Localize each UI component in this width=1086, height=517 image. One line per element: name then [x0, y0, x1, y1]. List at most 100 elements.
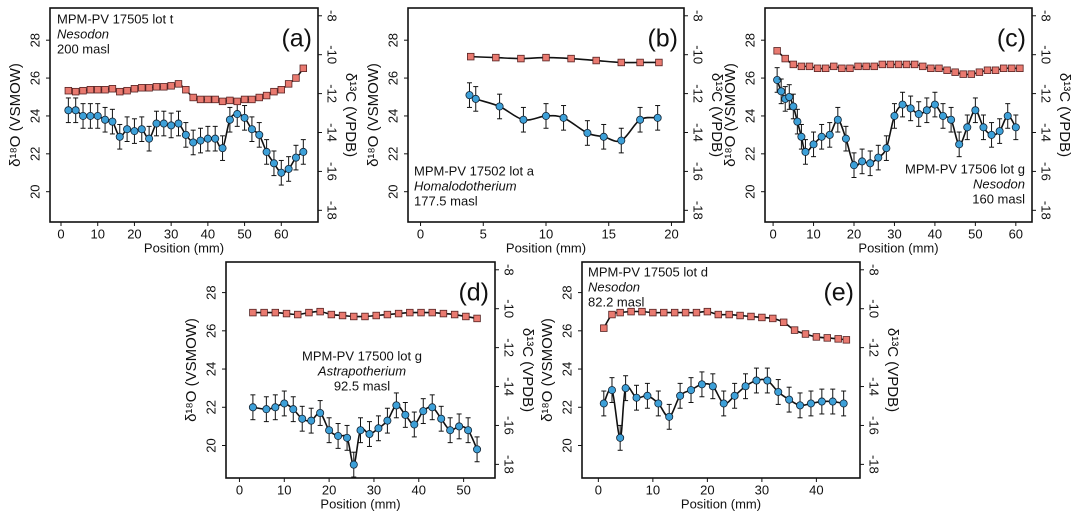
x-axis-title: Position (mm) — [506, 240, 586, 255]
data-point — [793, 117, 802, 126]
data-point — [269, 159, 278, 168]
annotation: Homalodotherium — [414, 178, 517, 193]
data-point — [789, 60, 798, 69]
y2-tick-label: -14 — [325, 123, 340, 142]
data-point — [260, 308, 268, 317]
data-point — [583, 128, 592, 137]
data-point — [927, 64, 935, 73]
y-tick-label: 26 — [742, 71, 757, 85]
y-tick-label: 24 — [203, 362, 218, 376]
y2-tick-label: -10 — [502, 299, 517, 318]
y2-tick-label: -8 — [502, 264, 517, 276]
data-point — [428, 403, 437, 412]
data-point — [116, 87, 124, 96]
data-point — [417, 308, 425, 317]
y-tick-label: 22 — [203, 400, 218, 414]
data-point — [621, 384, 630, 393]
y-tick-label: 22 — [742, 147, 757, 161]
data-point — [975, 68, 984, 76]
data-point — [995, 127, 1004, 136]
data-point — [636, 115, 645, 124]
data-point — [79, 111, 88, 120]
data-point — [280, 399, 289, 408]
data-point — [145, 84, 153, 92]
annotation: Astrapotherium — [317, 363, 406, 378]
data-point — [959, 70, 967, 78]
x-tick-label: 10 — [539, 226, 553, 241]
data-point — [383, 416, 392, 425]
data-point — [1008, 64, 1016, 73]
data-point — [115, 132, 124, 141]
data-point — [790, 326, 799, 334]
data-point — [817, 132, 826, 141]
annotation: 160 masl — [972, 191, 1025, 206]
data-point — [752, 376, 761, 385]
y2-tick-label: -10 — [1039, 45, 1054, 64]
y-tick-label: 22 — [385, 147, 400, 161]
data-point — [719, 399, 728, 408]
x-tick-label: 20 — [127, 226, 141, 241]
data-point — [779, 318, 788, 327]
y-axis-title: δ¹⁸O (VSMOW) — [7, 63, 24, 167]
data-point — [638, 307, 646, 316]
y2-tick-label: -12 — [867, 338, 882, 357]
data-point — [616, 433, 625, 442]
x-tick-label: 30 — [755, 482, 769, 497]
x-tick-label: 40 — [412, 482, 426, 497]
data-point — [902, 60, 911, 69]
data-point — [101, 115, 110, 124]
data-point — [971, 106, 980, 115]
data-point — [181, 130, 190, 139]
data-point — [789, 102, 798, 111]
panel: 0 10 20 30 40 50 60 20 22 24 26 28 -18 -16 -14 -12 -10 -8… — [7, 7, 359, 255]
annotation: 92.5 masl — [334, 378, 390, 393]
data-point — [951, 68, 959, 76]
y-axis-title: δ¹⁸O (VSMOW) — [722, 63, 739, 167]
data-point — [935, 64, 943, 73]
data-point — [714, 310, 722, 319]
y-tick-label: 22 — [27, 147, 42, 161]
data-point — [785, 395, 794, 404]
x-tick-label: 20 — [700, 482, 714, 497]
data-point — [130, 127, 139, 136]
x-tick-label: 10 — [806, 226, 820, 241]
data-point — [681, 308, 690, 317]
data-point — [292, 74, 300, 82]
y-tick-label: 26 — [385, 71, 400, 85]
data-point — [240, 113, 249, 122]
y2-tick-label: -14 — [1039, 123, 1054, 142]
annotation: 200 masl — [57, 41, 110, 56]
x-tick-label: 20 — [322, 482, 336, 497]
data-point — [517, 54, 525, 63]
data-point — [914, 110, 923, 119]
y2-axis-title: δ¹³C (VPDB) — [884, 328, 901, 412]
y2-tick-label: -16 — [325, 162, 340, 181]
data-point — [455, 422, 464, 431]
data-point — [277, 86, 285, 94]
x-tick-label: 50 — [968, 226, 982, 241]
data-point — [428, 308, 436, 317]
data-point — [240, 95, 249, 104]
data-point — [225, 115, 234, 124]
data-point — [854, 62, 862, 71]
data-point — [71, 87, 80, 96]
data-point — [1016, 64, 1024, 73]
x-tick-label: 10 — [646, 482, 660, 497]
data-point — [741, 382, 750, 391]
data-point — [906, 104, 915, 113]
data-point — [226, 96, 234, 105]
data-point — [963, 123, 972, 132]
data-point — [890, 111, 899, 120]
data-point — [196, 136, 205, 145]
y2-tick-label: -8 — [325, 10, 340, 22]
x-axis-title: Position (mm) — [320, 496, 400, 511]
annotation: MPM-PV 17505 lot t — [57, 11, 174, 26]
data-point — [203, 134, 212, 143]
data-point — [211, 134, 220, 143]
data-point — [955, 140, 964, 149]
data-point — [282, 309, 291, 318]
x-tick-label: 40 — [201, 226, 215, 241]
data-point — [725, 310, 733, 319]
data-point — [218, 144, 227, 153]
panel-label: (b) — [647, 25, 678, 53]
